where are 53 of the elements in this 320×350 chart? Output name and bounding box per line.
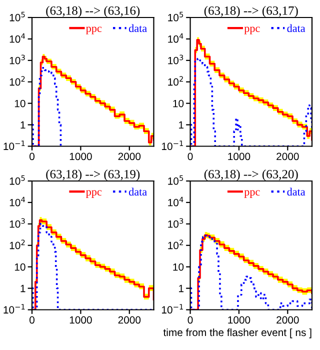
y-tick-label: 1 (179, 121, 184, 129)
chart-title: (63,18) --> (63,17) (204, 6, 298, 18)
y-tick-label: 10$^{5}$ (10, 12, 25, 22)
x-tick-label: 2000 (276, 316, 299, 324)
legend-label: data (287, 24, 306, 32)
y-tick-label: 10$^{2}$ (10, 240, 25, 250)
y-tick-label: 10$^{2}$ (168, 240, 183, 250)
y-tick-label: 10 (14, 263, 26, 271)
y-tick-label: 10$^{2}$ (168, 76, 183, 86)
y-tick-label: 10 (14, 100, 26, 108)
x-tick-label: 0 (30, 316, 34, 324)
x-tick-label: 2000 (118, 152, 141, 160)
y-tick-label: 10$^{−1}$ (162, 304, 183, 314)
x-tick-label: 2000 (118, 316, 141, 324)
y-tick-label: 10$^{5}$ (168, 175, 184, 185)
y-tick-label: 10$^{3}$ (168, 218, 184, 228)
x-axis-title: time from the flasher event [ ns ] (163, 328, 312, 338)
text: ppc (244, 26, 260, 34)
y-tick-label: 10$^{−1}$ (4, 140, 25, 150)
chart-title: (63,18) --> (63,20) (204, 170, 298, 181)
legend-label: data (128, 188, 147, 196)
y-tick-label: 10$^{2}$ (10, 76, 25, 86)
y-tick-label: 10 (173, 100, 184, 108)
legend-label: ppc (86, 26, 102, 34)
y-tick-label: 10$^{5}$ (10, 175, 25, 185)
x-tick-label: 0 (188, 316, 193, 324)
y-tick-label: 1 (20, 121, 26, 129)
x-tick-label: 1000 (70, 152, 92, 160)
legend-label: data (128, 24, 147, 32)
y-tick-label: 10$^{4}$ (10, 33, 25, 43)
y-tick-label: 10 (173, 263, 184, 271)
y-tick-label: 10$^{3}$ (10, 54, 25, 64)
text: ppc (244, 190, 260, 198)
chart-title: (63,18) --> (63,16) (46, 6, 140, 18)
y-tick-label: 10$^{3}$ (168, 54, 184, 64)
x-tick-label: 0 (30, 152, 34, 160)
legend-label: data (287, 188, 306, 196)
y-tick-label: 10$^{4}$ (168, 196, 184, 206)
x-tick-label: 0 (188, 152, 193, 160)
y-tick-label: 10$^{4}$ (10, 196, 25, 206)
x-tick-label: 1000 (228, 152, 250, 160)
chart-title: (63,18) --> (63,19) (46, 170, 140, 181)
y-tick-label: 10$^{−1}$ (4, 304, 25, 314)
y-tick-label: 10$^{3}$ (10, 218, 25, 228)
x-tick-label: 1000 (70, 316, 92, 324)
y-tick-label: 1 (179, 284, 184, 292)
y-tick-label: 10$^{4}$ (168, 33, 184, 43)
y-tick-label: 1 (20, 284, 26, 292)
y-tick-label: 10$^{−1}$ (162, 140, 183, 150)
x-tick-label: 1000 (228, 316, 250, 324)
x-tick-label: 2000 (276, 152, 299, 160)
y-tick-label: 10$^{5}$ (168, 12, 184, 22)
legend-label: ppc (86, 190, 102, 198)
